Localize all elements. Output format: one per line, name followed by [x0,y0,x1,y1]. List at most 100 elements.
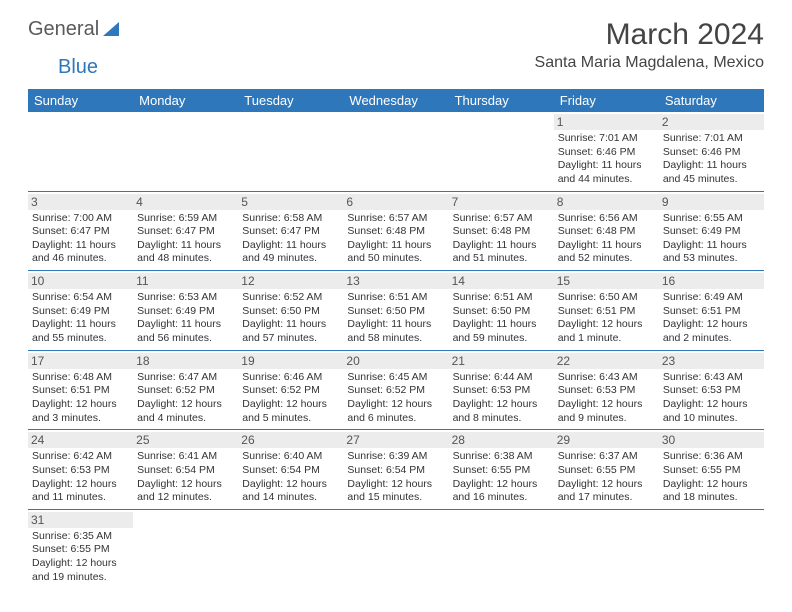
sunrise-line: Sunrise: 6:35 AM [32,530,129,544]
day-number: 7 [449,194,554,210]
day-number: 4 [133,194,238,210]
daylight-line: Daylight: 11 hours and 48 minutes. [137,239,234,266]
sunset-line: Sunset: 6:51 PM [663,305,760,319]
sunset-line: Sunset: 6:52 PM [347,384,444,398]
sunset-line: Sunset: 6:49 PM [32,305,129,319]
calendar-row: 1Sunrise: 7:01 AMSunset: 6:46 PMDaylight… [28,112,764,191]
weekday-header: Wednesday [343,89,448,112]
day-number: 14 [449,273,554,289]
day-cell: 4 Sunrise: 6:59 AMSunset: 6:47 PMDaylight… [133,191,238,271]
calendar-row: 3Sunrise: 7:00 AMSunset: 6:47 PMDaylight… [28,191,764,271]
day-info: Sunrise: 6:37 AMSunset: 6:55 PMDaylight:… [558,450,655,505]
sunset-line: Sunset: 6:48 PM [453,225,550,239]
day-cell: 29Sunrise: 6:37 AMSunset: 6:55 PMDayligh… [554,430,659,510]
day-info: Sunrise: 6:48 AMSunset: 6:51 PMDaylight:… [32,371,129,426]
month-title: March 2024 [535,18,764,52]
day-cell: 3Sunrise: 7:00 AMSunset: 6:47 PMDaylight… [28,191,133,271]
day-number: 27 [343,432,448,448]
day-number: 9 [659,194,764,210]
sunrise-line: Sunrise: 6:37 AM [558,450,655,464]
calendar-row: 17 Sunrise: 6:48 AMSunset: 6:51 PMDayligh… [28,350,764,430]
day-cell: 10Sunrise: 6:54 AMSunset: 6:49 PMDayligh… [28,271,133,351]
day-cell: 15Sunrise: 6:50 AMSunset: 6:51 PMDayligh… [554,271,659,351]
day-number: 26 [238,432,343,448]
day-cell: 17 Sunrise: 6:48 AMSunset: 6:51 PMDayligh… [28,350,133,430]
logo-sail-icon [103,22,119,36]
sunset-line: Sunset: 6:54 PM [347,464,444,478]
sunrise-line: Sunrise: 6:50 AM [558,291,655,305]
day-info: Sunrise: 7:01 AMSunset: 6:46 PMDaylight:… [663,132,760,187]
sunset-line: Sunset: 6:47 PM [32,225,129,239]
daylight-line: Daylight: 11 hours and 58 minutes. [347,318,444,345]
sunrise-line: Sunrise: 6:41 AM [137,450,234,464]
empty-cell [659,509,764,588]
daylight-line: Daylight: 12 hours and 10 minutes. [663,398,760,425]
sunset-line: Sunset: 6:50 PM [242,305,339,319]
empty-cell [238,112,343,191]
day-number: 15 [554,273,659,289]
sunset-line: Sunset: 6:55 PM [453,464,550,478]
day-cell: 26Sunrise: 6:40 AMSunset: 6:54 PMDayligh… [238,430,343,510]
sunset-line: Sunset: 6:47 PM [242,225,339,239]
day-number: 20 [343,353,448,369]
sunset-line: Sunset: 6:55 PM [558,464,655,478]
day-info: Sunrise: 6:57 AMSunset: 6:48 PMDaylight:… [347,212,444,267]
day-info: Sunrise: 6:38 AMSunset: 6:55 PMDaylight:… [453,450,550,505]
day-number: 16 [659,273,764,289]
day-cell: 2 Sunrise: 7:01 AMSunset: 6:46 PMDaylight… [659,112,764,191]
day-info: Sunrise: 6:59 AMSunset: 6:47 PMDaylight:… [137,212,234,267]
empty-cell [133,112,238,191]
day-number: 21 [449,353,554,369]
calendar-body: 1Sunrise: 7:01 AMSunset: 6:46 PMDaylight… [28,112,764,588]
day-number: 2 [659,114,764,130]
sunrise-line: Sunrise: 6:44 AM [453,371,550,385]
sunrise-line: Sunrise: 6:55 AM [663,212,760,226]
daylight-line: Daylight: 11 hours and 53 minutes. [663,239,760,266]
day-info: Sunrise: 6:43 AMSunset: 6:53 PMDaylight:… [558,371,655,426]
day-number: 12 [238,273,343,289]
sunset-line: Sunset: 6:52 PM [242,384,339,398]
daylight-line: Daylight: 12 hours and 11 minutes. [32,478,129,505]
day-number: 1 [554,114,659,130]
empty-cell [554,509,659,588]
sunset-line: Sunset: 6:55 PM [32,543,129,557]
day-cell: 7Sunrise: 6:57 AMSunset: 6:48 PMDaylight… [449,191,554,271]
day-info: Sunrise: 6:51 AMSunset: 6:50 PMDaylight:… [347,291,444,346]
sunset-line: Sunset: 6:53 PM [453,384,550,398]
sunrise-line: Sunrise: 6:54 AM [32,291,129,305]
daylight-line: Daylight: 12 hours and 17 minutes. [558,478,655,505]
sunset-line: Sunset: 6:53 PM [32,464,129,478]
sunset-line: Sunset: 6:49 PM [137,305,234,319]
day-number: 18 [133,353,238,369]
day-number: 23 [659,353,764,369]
day-info: Sunrise: 6:45 AMSunset: 6:52 PMDaylight:… [347,371,444,426]
location: Santa Maria Magdalena, Mexico [535,54,764,72]
day-info: Sunrise: 6:36 AMSunset: 6:55 PMDaylight:… [663,450,760,505]
day-number: 8 [554,194,659,210]
sunset-line: Sunset: 6:51 PM [558,305,655,319]
day-number: 6 [343,194,448,210]
day-cell: 30Sunrise: 6:36 AMSunset: 6:55 PMDayligh… [659,430,764,510]
sunset-line: Sunset: 6:50 PM [453,305,550,319]
empty-cell [449,112,554,191]
calendar-row: 10Sunrise: 6:54 AMSunset: 6:49 PMDayligh… [28,271,764,351]
day-cell: 11Sunrise: 6:53 AMSunset: 6:49 PMDayligh… [133,271,238,351]
sunrise-line: Sunrise: 6:53 AM [137,291,234,305]
day-cell: 9Sunrise: 6:55 AMSunset: 6:49 PMDaylight… [659,191,764,271]
sunset-line: Sunset: 6:54 PM [242,464,339,478]
day-number: 17 [28,353,133,369]
daylight-line: Daylight: 12 hours and 9 minutes. [558,398,655,425]
daylight-line: Daylight: 12 hours and 14 minutes. [242,478,339,505]
sunset-line: Sunset: 6:46 PM [663,146,760,160]
day-cell: 20 Sunrise: 6:45 AMSunset: 6:52 PMDayligh… [343,350,448,430]
empty-cell [28,112,133,191]
sunrise-line: Sunrise: 6:59 AM [137,212,234,226]
day-info: Sunrise: 6:47 AMSunset: 6:52 PMDaylight:… [137,371,234,426]
daylight-line: Daylight: 11 hours and 44 minutes. [558,159,655,186]
calendar-row: 24Sunrise: 6:42 AMSunset: 6:53 PMDayligh… [28,430,764,510]
day-cell: 18 Sunrise: 6:47 AMSunset: 6:52 PMDayligh… [133,350,238,430]
daylight-line: Daylight: 12 hours and 3 minutes. [32,398,129,425]
day-info: Sunrise: 6:43 AMSunset: 6:53 PMDaylight:… [663,371,760,426]
day-cell: 24Sunrise: 6:42 AMSunset: 6:53 PMDayligh… [28,430,133,510]
day-cell: 14Sunrise: 6:51 AMSunset: 6:50 PMDayligh… [449,271,554,351]
